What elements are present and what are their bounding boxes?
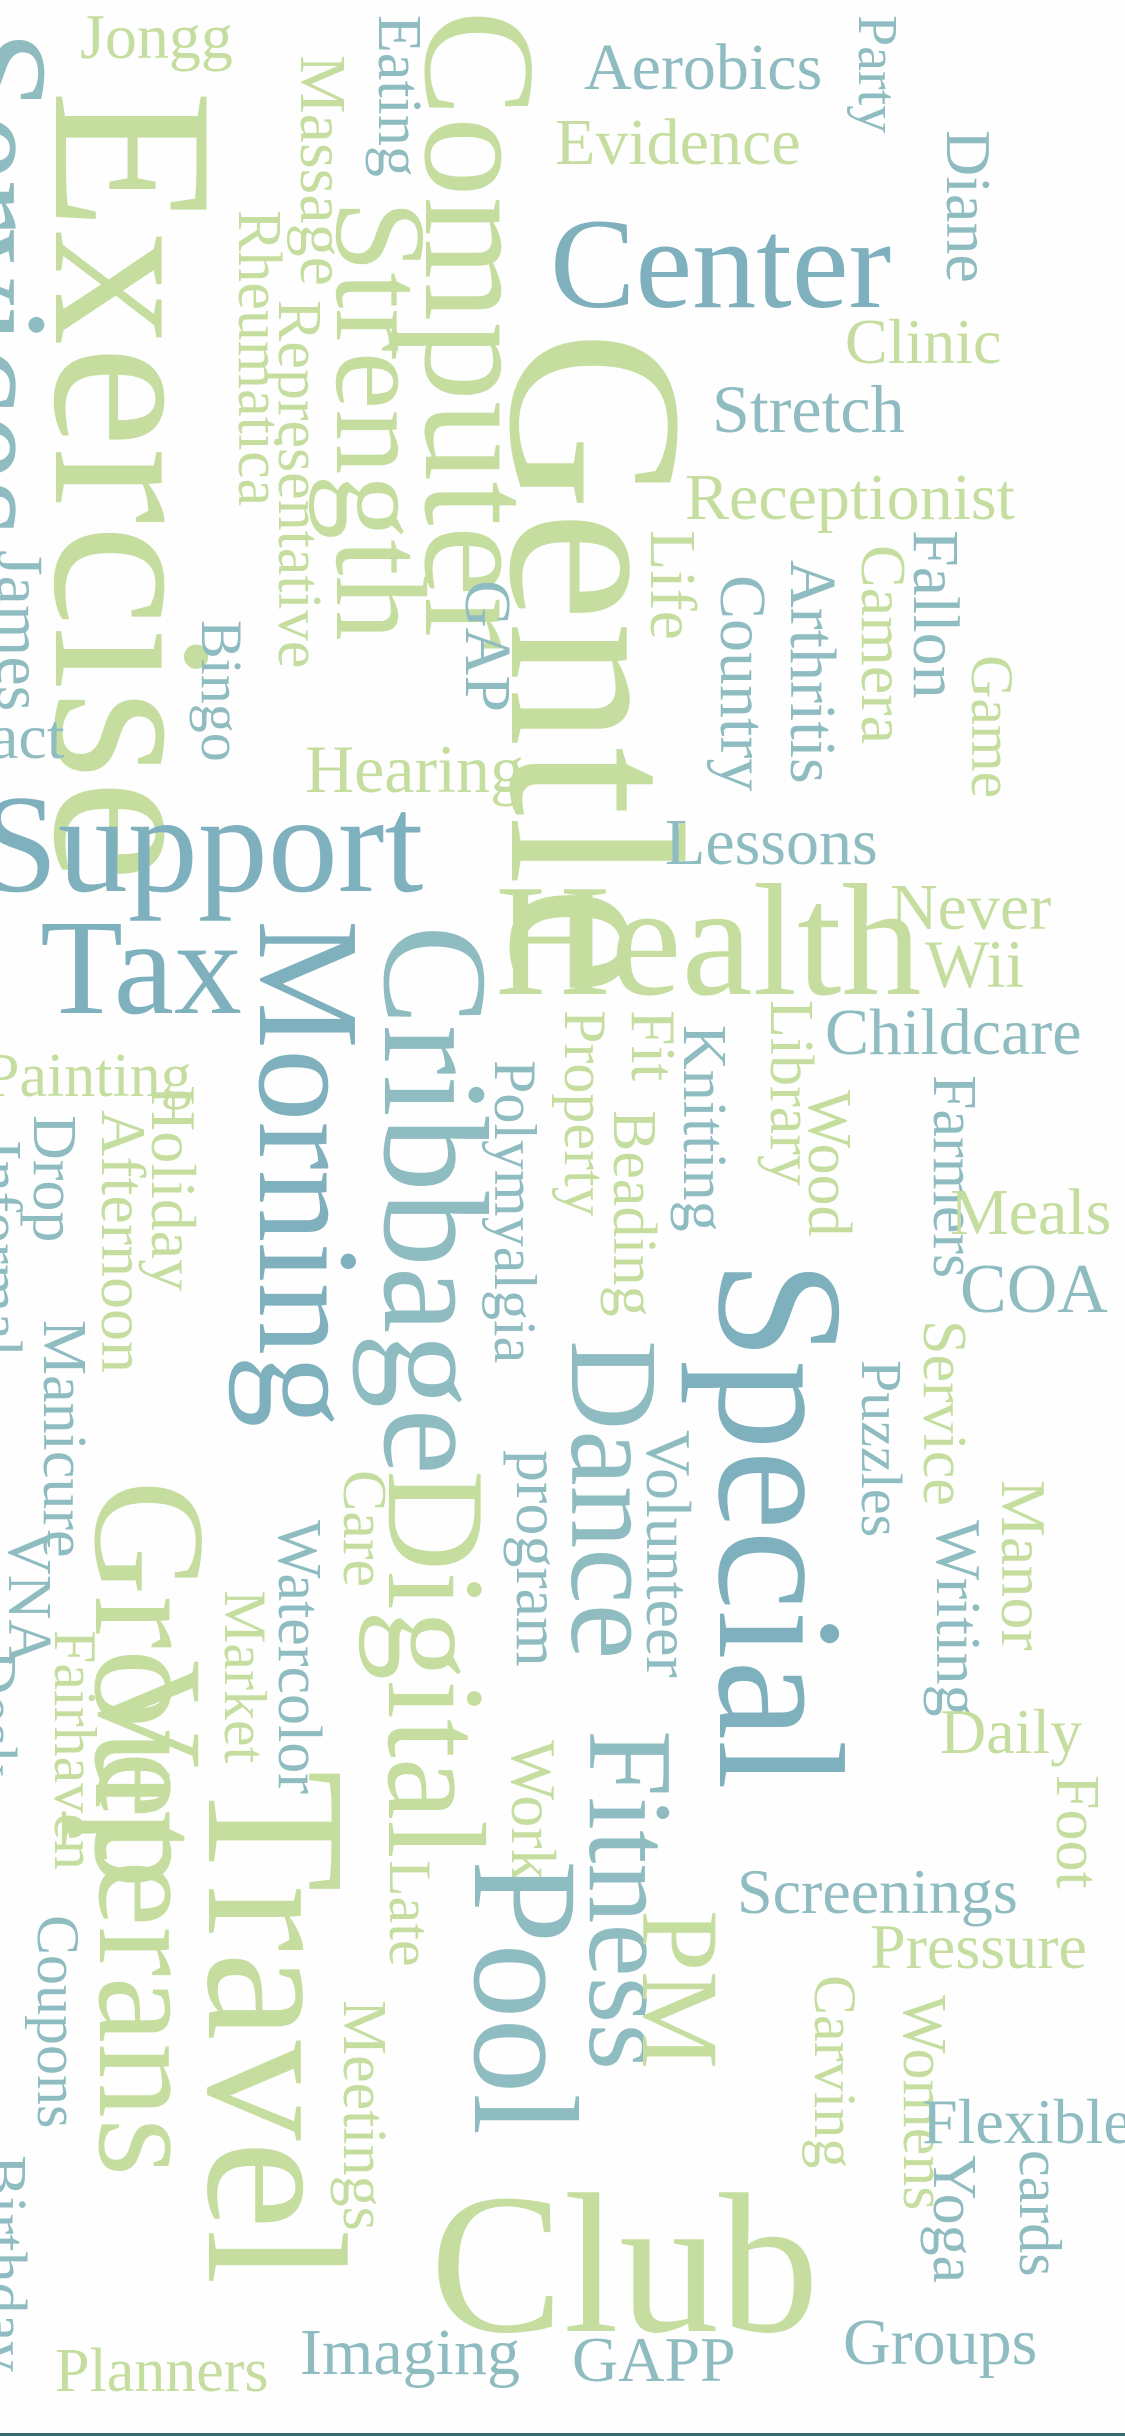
- word-game: Game: [959, 655, 1025, 799]
- word-act: act: [0, 701, 65, 772]
- word-informal: Informal: [0, 1140, 33, 1357]
- word-tax: Tax: [40, 893, 242, 1043]
- word-groups: Groups: [843, 2306, 1038, 2379]
- word-wii: Wii: [925, 926, 1025, 1002]
- word-jongg: Jongg: [80, 1, 233, 72]
- word-yoga: Yoga: [920, 2155, 988, 2284]
- word-daily: Daily: [940, 1696, 1083, 1767]
- word-strength: Strength: [308, 200, 452, 641]
- word-screenings: Screenings: [737, 1856, 1018, 1927]
- word-representative: Representative: [265, 300, 333, 669]
- word-afternoon: Afternoon: [88, 1110, 159, 1374]
- word-special: Special: [681, 1260, 880, 1790]
- word-birthday: Birthday: [0, 2155, 38, 2372]
- word-party: Party: [846, 15, 908, 134]
- word-volunteer: Volunteer: [633, 1430, 704, 1678]
- word-veterans: Veterans: [67, 1660, 233, 2177]
- word-late: Late: [377, 1860, 443, 1967]
- word-pool: Pool: [442, 1860, 608, 2136]
- word-receptionist: Receptionist: [685, 461, 1015, 534]
- word-planners: Planners: [55, 2337, 269, 2405]
- word-services: Services: [0, 30, 78, 539]
- word-wood: Wood: [795, 1090, 863, 1237]
- word-gap: GAP: [451, 580, 524, 713]
- word-knitting: Knitting: [670, 1025, 738, 1232]
- word-manor: Manor: [988, 1480, 1059, 1651]
- word-watercolor: Watercolor: [265, 1520, 333, 1794]
- word-writing: Writing: [923, 1520, 994, 1717]
- word-health: Health: [495, 851, 922, 1029]
- word-arthritis: Arthritis: [776, 560, 849, 784]
- word-imaging: Imaging: [300, 2316, 520, 2389]
- word-flexible: Flexible: [922, 2086, 1125, 2157]
- word-carving: Carving: [802, 1975, 868, 2169]
- word-service: Service: [910, 1320, 978, 1506]
- word-care: Care: [330, 1470, 398, 1588]
- word-puzzles: Puzzles: [849, 1360, 914, 1538]
- word-bingo: Bingo: [189, 620, 254, 762]
- word-cards: cards: [1007, 2150, 1073, 2277]
- word-meals: Meals: [950, 1176, 1112, 1249]
- word-club: Club: [430, 2154, 819, 2375]
- word-vna: VNA: [0, 1530, 63, 1665]
- word-stretch: Stretch: [712, 371, 905, 447]
- word-center: Center: [550, 193, 892, 335]
- word-diane: Diane: [933, 130, 1004, 283]
- word-support: Support: [0, 767, 424, 922]
- word-beading: Beading: [600, 1110, 668, 1317]
- word-clinic: Clinic: [845, 306, 1002, 377]
- word-life: Life: [636, 530, 709, 640]
- word-evidence: Evidence: [555, 106, 801, 179]
- word-lessons: Lessons: [665, 806, 878, 879]
- word-program: program: [503, 1450, 574, 1667]
- word-coupons: Coupons: [25, 1915, 91, 2129]
- word-hearing: Hearing: [305, 731, 525, 807]
- word-coa: COA: [960, 1251, 1108, 1328]
- word-childcare: Childcare: [825, 996, 1082, 1069]
- word-painting: Painting: [0, 1042, 192, 1110]
- word-country: Country: [706, 575, 779, 792]
- word-james: James: [0, 550, 56, 712]
- word-foot: Foot: [1043, 1775, 1111, 1889]
- word-camera: Camera: [848, 545, 919, 744]
- word-pressure: Pressure: [870, 1911, 1087, 1982]
- word-pm: PM: [619, 1910, 741, 2069]
- word-gapp: GAPP: [572, 2324, 736, 2395]
- word-polymyalgia: Polymyalgia: [482, 1060, 548, 1364]
- bottom-edge-line: [0, 2433, 1125, 2436]
- word-meetings: Meetings: [330, 2000, 398, 2231]
- word-aerobics: Aerobics: [584, 31, 823, 104]
- word-never: Never: [890, 871, 1052, 944]
- word-desk: Desk: [0, 1650, 28, 1778]
